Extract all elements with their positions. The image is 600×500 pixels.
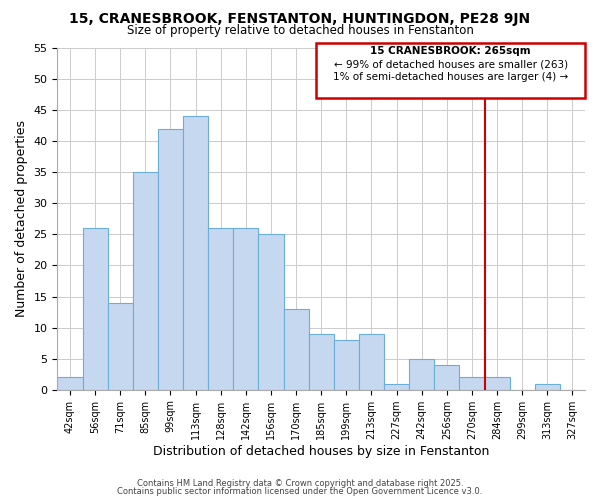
- Y-axis label: Number of detached properties: Number of detached properties: [15, 120, 28, 318]
- Bar: [208, 228, 233, 390]
- Text: Size of property relative to detached houses in Fenstanton: Size of property relative to detached ho…: [127, 24, 473, 37]
- Bar: [384, 384, 409, 390]
- Bar: [434, 365, 460, 390]
- Text: 15, CRANESBROOK, FENSTANTON, HUNTINGDON, PE28 9JN: 15, CRANESBROOK, FENSTANTON, HUNTINGDON,…: [70, 12, 530, 26]
- X-axis label: Distribution of detached houses by size in Fenstanton: Distribution of detached houses by size …: [153, 444, 490, 458]
- Text: 15 CRANESBROOK: 265sqm: 15 CRANESBROOK: 265sqm: [370, 46, 531, 56]
- Bar: [58, 378, 83, 390]
- Bar: [284, 309, 308, 390]
- Bar: [259, 234, 284, 390]
- Bar: [83, 228, 107, 390]
- Bar: [359, 334, 384, 390]
- Bar: [133, 172, 158, 390]
- Bar: [409, 358, 434, 390]
- Text: 1% of semi-detached houses are larger (4) →: 1% of semi-detached houses are larger (4…: [333, 72, 568, 83]
- Bar: [308, 334, 334, 390]
- Bar: [460, 378, 485, 390]
- Bar: [183, 116, 208, 390]
- FancyBboxPatch shape: [316, 43, 585, 98]
- Text: Contains HM Land Registry data © Crown copyright and database right 2025.: Contains HM Land Registry data © Crown c…: [137, 478, 463, 488]
- Bar: [107, 303, 133, 390]
- Bar: [535, 384, 560, 390]
- Bar: [334, 340, 359, 390]
- Bar: [158, 129, 183, 390]
- Text: ← 99% of detached houses are smaller (263): ← 99% of detached houses are smaller (26…: [334, 60, 568, 70]
- Text: Contains public sector information licensed under the Open Government Licence v3: Contains public sector information licen…: [118, 487, 482, 496]
- Bar: [233, 228, 259, 390]
- Bar: [485, 378, 509, 390]
